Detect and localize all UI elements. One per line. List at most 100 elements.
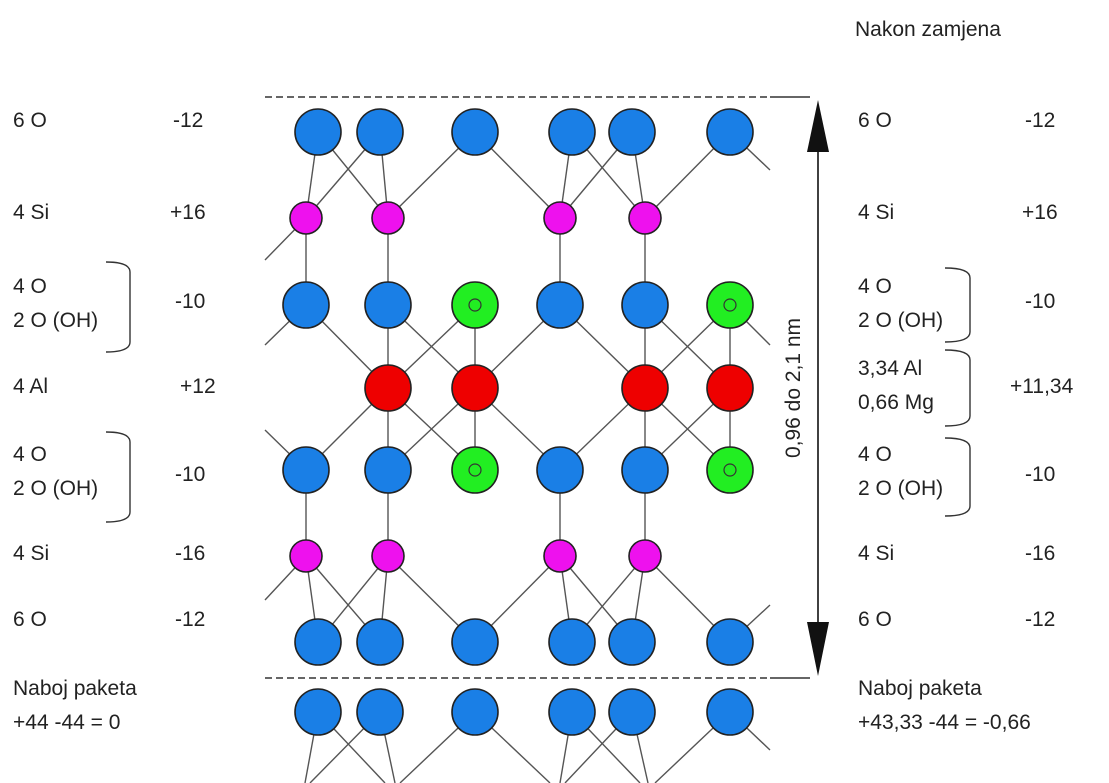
left-o-oh-bottom-line2: 2 O (OH) xyxy=(13,477,99,500)
oxygen-atom xyxy=(548,688,596,736)
oxygen-atom xyxy=(706,108,754,156)
right-o6-bottom-name: 6 O xyxy=(858,608,892,631)
aluminium-atom xyxy=(364,364,412,412)
right-al-mg-line1: 3,34 Al xyxy=(858,357,923,380)
right-si-top-charge: +16 xyxy=(1022,201,1058,224)
aluminium-atom xyxy=(706,364,754,412)
right-o6-top-charge: -12 xyxy=(1025,109,1056,132)
oxygen-atom xyxy=(294,618,342,666)
right-si-top-name: 4 Si xyxy=(858,201,895,224)
right-bracket-mid xyxy=(944,349,971,427)
aluminium-atom xyxy=(621,364,669,412)
left-o-oh-top-charge: -10 xyxy=(175,290,206,313)
atoms xyxy=(282,108,754,736)
left-si-bottom-name: 4 Si xyxy=(13,542,50,565)
left-package-charge: Naboj paketa +44 -44 = 0 xyxy=(13,672,137,740)
right-o-oh-bottom-charge: -10 xyxy=(1025,463,1056,486)
hydroxyl-atom xyxy=(451,446,499,494)
left-o-oh-top-group: 4 O 2 O (OH) xyxy=(13,270,98,338)
silicon-atom xyxy=(371,201,405,235)
left-o-oh-bottom-charge: -10 xyxy=(175,463,206,486)
hydroxyl-atom xyxy=(451,281,499,329)
hydroxyl-inner-ring xyxy=(468,463,482,477)
left-al-charge: +12 xyxy=(180,375,216,398)
right-al-mg-group: 3,34 Al 0,66 Mg xyxy=(858,352,934,420)
left-o-oh-top-line2: 2 O (OH) xyxy=(13,309,99,332)
silicon-atom xyxy=(289,201,323,235)
oxygen-atom xyxy=(356,618,404,666)
oxygen-atom xyxy=(548,108,596,156)
aluminium-atom xyxy=(451,364,499,412)
left-o-oh-top-line1: 4 O xyxy=(13,275,47,298)
oxygen-atom xyxy=(451,688,499,736)
oxygen-atom xyxy=(536,281,584,329)
right-o-oh-bottom-group: 4 O 2 O (OH) xyxy=(858,438,943,506)
right-package-charge: Naboj paketa +43,33 -44 = -0,66 xyxy=(858,672,1031,740)
oxygen-atom xyxy=(621,446,669,494)
right-o-oh-bottom-line2: 2 O (OH) xyxy=(858,477,944,500)
right-title: Nakon zamjena xyxy=(855,18,1001,41)
hydroxyl-inner-ring xyxy=(723,463,737,477)
right-o-oh-bottom-line1: 4 O xyxy=(858,443,892,466)
silicon-atom xyxy=(628,539,662,573)
hydroxyl-atom xyxy=(706,281,754,329)
right-package-charge-line2: +43,33 -44 = -0,66 xyxy=(858,711,1031,734)
hydroxyl-inner-ring xyxy=(723,298,737,312)
oxygen-atom xyxy=(294,688,342,736)
left-o6-top-name: 6 O xyxy=(13,109,47,132)
right-si-bottom-charge: -16 xyxy=(1025,542,1056,565)
left-bracket-top xyxy=(105,261,131,353)
left-si-top-name: 4 Si xyxy=(13,201,50,224)
oxygen-atom xyxy=(608,108,656,156)
right-o6-top-name: 6 O xyxy=(858,109,892,132)
silicon-atom xyxy=(371,539,405,573)
left-o-oh-bottom-group: 4 O 2 O (OH) xyxy=(13,438,98,506)
left-o6-bottom-charge: -12 xyxy=(175,608,206,631)
oxygen-atom xyxy=(451,618,499,666)
left-package-charge-line2: +44 -44 = 0 xyxy=(13,711,121,734)
silicon-atom xyxy=(543,201,577,235)
oxygen-atom xyxy=(282,446,330,494)
oxygen-atom xyxy=(356,108,404,156)
right-package-charge-line1: Naboj paketa xyxy=(858,677,982,700)
left-o6-bottom-name: 6 O xyxy=(13,608,47,631)
right-o-oh-top-charge: -10 xyxy=(1025,290,1056,313)
oxygen-atom xyxy=(364,446,412,494)
left-bracket-bottom xyxy=(105,431,131,523)
silicon-atom xyxy=(628,201,662,235)
right-bracket-top xyxy=(944,267,971,343)
left-si-bottom-charge: -16 xyxy=(175,542,206,565)
right-o-oh-top-group: 4 O 2 O (OH) xyxy=(858,270,943,338)
oxygen-atom xyxy=(536,446,584,494)
right-o-oh-top-line1: 4 O xyxy=(858,275,892,298)
left-o6-top-charge: -12 xyxy=(173,109,204,132)
oxygen-atom xyxy=(282,281,330,329)
right-si-bottom-name: 4 Si xyxy=(858,542,895,565)
right-al-mg-line2: 0,66 Mg xyxy=(858,391,934,414)
hydroxyl-inner-ring xyxy=(468,298,482,312)
right-al-mg-charge: +11,34 xyxy=(1010,375,1074,398)
oxygen-atom xyxy=(706,688,754,736)
left-al-name: 4 Al xyxy=(13,375,49,398)
silicon-atom xyxy=(289,539,323,573)
left-si-top-charge: +16 xyxy=(170,201,206,224)
oxygen-atom xyxy=(451,108,499,156)
oxygen-atom xyxy=(294,108,342,156)
left-o-oh-bottom-line1: 4 O xyxy=(13,443,47,466)
oxygen-atom xyxy=(621,281,669,329)
silicon-atom xyxy=(543,539,577,573)
oxygen-atom xyxy=(608,688,656,736)
right-o6-bottom-charge: -12 xyxy=(1025,608,1056,631)
oxygen-atom xyxy=(356,688,404,736)
dimension-label: 0,96 do 2,1 nm xyxy=(782,318,805,458)
oxygen-atom xyxy=(364,281,412,329)
right-bracket-bottom xyxy=(944,437,971,517)
dimension-arrow xyxy=(807,100,829,676)
left-package-charge-line1: Naboj paketa xyxy=(13,677,137,700)
hydroxyl-atom xyxy=(706,446,754,494)
oxygen-atom xyxy=(706,618,754,666)
oxygen-atom xyxy=(548,618,596,666)
right-o-oh-top-line2: 2 O (OH) xyxy=(858,309,944,332)
